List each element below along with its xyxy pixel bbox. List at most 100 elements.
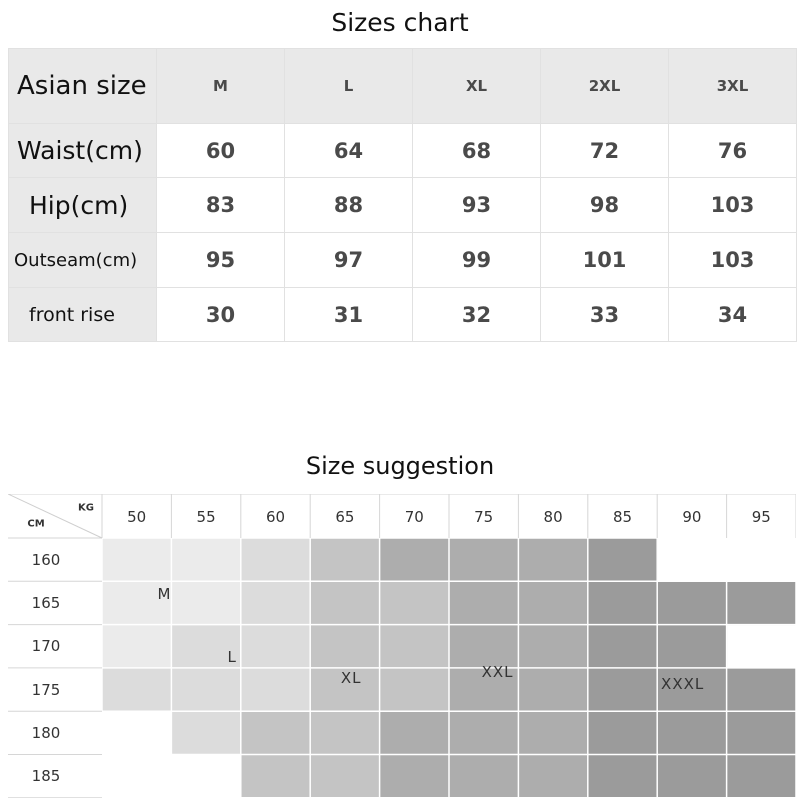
zone-cell <box>102 667 172 712</box>
hip-label: Hip(cm) <box>8 177 157 233</box>
size-col-xl: XL <box>412 48 541 124</box>
table-cell: 88 <box>284 177 413 233</box>
table-row: Waist(cm) 60 64 68 72 76 <box>8 123 797 178</box>
zone-cell <box>518 538 589 582</box>
weight-header-55: 55 <box>196 508 216 526</box>
weight-header-75: 75 <box>474 508 494 526</box>
weight-unit-label: KG <box>78 502 94 514</box>
zone-cell <box>240 711 311 755</box>
zone-cell <box>587 624 658 669</box>
table-cell: 30 <box>156 287 285 342</box>
zone-cell <box>587 754 658 798</box>
zone-cell <box>518 581 589 626</box>
table-cell: 32 <box>412 287 541 342</box>
table-row: front rise 30 31 32 33 34 <box>8 287 797 342</box>
zone-cell <box>379 754 450 798</box>
weight-header-95: 95 <box>751 508 771 526</box>
asian-size-label: Asian size <box>8 48 157 124</box>
size-chart-title: Sizes chart <box>331 8 469 37</box>
size-col-l: L <box>284 48 413 124</box>
table-row: Hip(cm) 83 88 93 98 103 <box>8 177 797 233</box>
size-col-m: M <box>156 48 285 124</box>
zone-cell <box>726 711 796 755</box>
zone-cell <box>171 624 242 669</box>
zone-cell <box>449 538 519 582</box>
table-cell: 33 <box>540 287 669 342</box>
height-label-180: 180 <box>31 723 61 742</box>
weight-header-85: 85 <box>612 508 633 526</box>
zone-cell <box>310 624 381 669</box>
table-cell: 60 <box>156 123 285 178</box>
weight-header-70: 70 <box>404 508 424 526</box>
zone-cell <box>587 581 658 626</box>
zone-cell <box>587 667 658 712</box>
table-cell: 93 <box>412 177 541 233</box>
zone-cell <box>102 624 172 669</box>
zone-cell <box>657 667 728 712</box>
zone-cell <box>171 581 242 626</box>
zone-cell <box>518 711 589 755</box>
zone-cell <box>379 538 450 582</box>
table-cell: 99 <box>412 232 541 288</box>
height-label-175: 175 <box>31 680 61 699</box>
zone-cell <box>102 581 172 626</box>
size-col-2xl: 2XL <box>540 48 669 124</box>
size-col-3xl: 3XL <box>668 48 797 124</box>
front-rise-label: front rise <box>8 287 157 342</box>
zone-cell <box>587 711 658 755</box>
zone-cell <box>310 538 381 582</box>
table-cell: 103 <box>668 232 797 288</box>
weight-header-65: 65 <box>335 508 355 526</box>
size-suggestion-svg <box>8 494 796 798</box>
zone-label-l: L <box>227 648 237 667</box>
table-cell: 101 <box>540 232 669 288</box>
table-cell: 68 <box>412 123 541 178</box>
zone-cell <box>449 754 519 798</box>
zone-cell <box>726 754 796 798</box>
zone-cell <box>240 624 311 669</box>
zone-cell <box>102 538 172 582</box>
table-cell: 34 <box>668 287 797 342</box>
height-label-160: 160 <box>31 550 61 569</box>
zone-cell <box>171 711 242 755</box>
zone-cell <box>657 754 728 798</box>
zone-cell <box>310 581 381 626</box>
zone-cell <box>379 624 450 669</box>
table-cell: 72 <box>540 123 669 178</box>
height-label-170: 170 <box>31 637 61 656</box>
zone-cell <box>379 711 450 755</box>
table-cell: 95 <box>156 232 285 288</box>
zone-cell <box>449 711 519 755</box>
waist-label: Waist(cm) <box>8 123 157 178</box>
height-label-165: 165 <box>31 593 61 612</box>
zone-label-xl: XL <box>340 668 362 687</box>
zone-cell <box>449 667 519 712</box>
zone-cell <box>449 624 519 669</box>
zone-cell <box>587 538 658 582</box>
zone-cell <box>726 581 796 626</box>
zone-label-m: M <box>157 585 172 604</box>
zone-cell <box>657 624 728 669</box>
table-cell: 98 <box>540 177 669 233</box>
zone-cell <box>518 754 589 798</box>
zone-cell <box>379 667 450 712</box>
outseam-label: Outseam(cm) <box>8 232 157 288</box>
zone-cell <box>240 538 311 582</box>
zone-cell <box>310 754 381 798</box>
table-cell: 97 <box>284 232 413 288</box>
height-unit-label: CM <box>27 518 45 530</box>
zone-cell <box>310 667 381 712</box>
zone-cell <box>171 667 242 712</box>
zone-cell <box>240 754 311 798</box>
zone-cell <box>310 711 381 755</box>
weight-header-50: 50 <box>127 508 147 526</box>
weight-header-60: 60 <box>265 508 286 526</box>
height-label-185: 185 <box>31 767 61 786</box>
table-row: Outseam(cm) 95 97 99 101 103 <box>8 232 797 288</box>
size-suggestion-title: Size suggestion <box>305 452 495 480</box>
zone-label-xxl: XXL <box>481 663 514 682</box>
zone-cell <box>379 581 450 626</box>
table-cell: 103 <box>668 177 797 233</box>
zone-cell <box>657 711 728 755</box>
weight-header-90: 90 <box>682 508 702 526</box>
